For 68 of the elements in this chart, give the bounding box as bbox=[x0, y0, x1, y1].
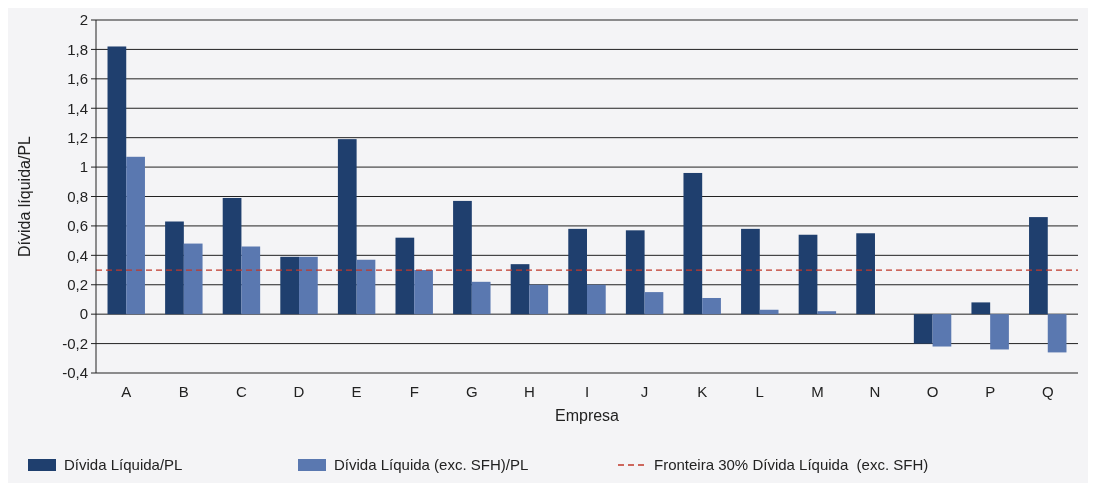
x-tick-label: J bbox=[640, 383, 649, 400]
x-tick-label: K bbox=[697, 383, 708, 400]
bar bbox=[165, 221, 184, 315]
x-tick-label: D bbox=[293, 383, 305, 400]
bar bbox=[241, 246, 261, 315]
bar bbox=[817, 311, 837, 315]
y-tick-label: 1,8 bbox=[67, 40, 88, 58]
x-tick-label: C bbox=[236, 383, 248, 400]
x-tick-label: O bbox=[926, 383, 939, 400]
bar bbox=[587, 284, 606, 315]
bar bbox=[299, 256, 318, 315]
x-tick-label: L bbox=[755, 383, 764, 400]
bar bbox=[990, 314, 1009, 350]
bar bbox=[280, 256, 300, 315]
y-tick-label: 0,2 bbox=[67, 276, 88, 293]
y-tick-label: -0,4 bbox=[62, 364, 88, 382]
bar bbox=[222, 197, 242, 315]
x-tick-label: E bbox=[351, 383, 362, 400]
bar bbox=[683, 172, 703, 315]
bar bbox=[568, 228, 587, 315]
bar bbox=[1047, 314, 1067, 353]
bar bbox=[1029, 217, 1048, 315]
x-tick-label: B bbox=[178, 383, 189, 400]
bar bbox=[625, 230, 645, 315]
x-tick-label: H bbox=[523, 383, 535, 400]
y-axis-title: Dívida líquida/PL bbox=[16, 135, 33, 257]
bar bbox=[356, 259, 376, 315]
y-tick-label: -0,2 bbox=[62, 334, 88, 352]
y-tick-label: 1 bbox=[79, 158, 88, 176]
y-tick-label: 2 bbox=[79, 11, 88, 29]
bar bbox=[759, 309, 779, 315]
y-tick-label: 1,2 bbox=[67, 128, 88, 146]
bar bbox=[183, 243, 203, 315]
x-tick-label: G bbox=[465, 383, 478, 400]
bar bbox=[529, 284, 549, 315]
y-tick-label: 0,4 bbox=[67, 246, 88, 264]
x-tick-label: I bbox=[584, 383, 590, 400]
bar bbox=[644, 292, 664, 315]
legend-label: Dívida Líquida/PL bbox=[64, 456, 183, 473]
x-tick-label: P bbox=[985, 383, 996, 400]
bar bbox=[913, 314, 933, 344]
y-tick-label: 1,4 bbox=[67, 99, 88, 117]
x-tick-label: Q bbox=[1041, 383, 1054, 400]
bar bbox=[971, 302, 991, 315]
bar bbox=[107, 46, 127, 315]
bar bbox=[856, 233, 875, 315]
legend-label: Dívida Líquida (exc. SFH)/PL bbox=[334, 456, 529, 473]
bar bbox=[453, 200, 472, 315]
bar bbox=[798, 234, 818, 315]
bar bbox=[741, 228, 760, 315]
x-tick-label: N bbox=[869, 383, 881, 400]
bar bbox=[126, 156, 145, 315]
x-tick-label: M bbox=[811, 383, 824, 400]
y-tick-label: 1,6 bbox=[67, 70, 88, 88]
bar bbox=[932, 314, 952, 347]
bar bbox=[510, 264, 530, 315]
y-tick-label: 0,6 bbox=[67, 217, 88, 235]
bar bbox=[395, 237, 415, 315]
x-tick-label: A bbox=[121, 383, 132, 400]
y-tick-label: 0,8 bbox=[67, 187, 88, 205]
x-axis-title: Empresa bbox=[554, 407, 620, 424]
bar bbox=[702, 297, 721, 315]
y-tick-label: 0 bbox=[79, 305, 88, 323]
bar bbox=[337, 139, 357, 315]
legend-label: Fronteira 30% Dívida Líquida (exc. SFH) bbox=[654, 456, 929, 473]
bar bbox=[414, 270, 433, 315]
bar bbox=[471, 281, 491, 315]
x-tick-label: F bbox=[409, 383, 419, 400]
